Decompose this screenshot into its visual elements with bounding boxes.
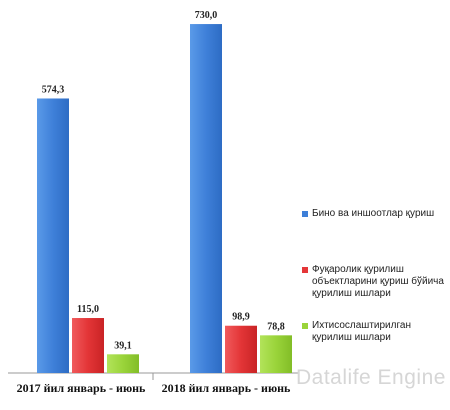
- data-label: 39,1: [114, 340, 132, 351]
- category-label: 2017 йил январь - июнь: [17, 381, 146, 395]
- data-label: 574,3: [42, 84, 65, 95]
- bar: [260, 335, 292, 373]
- bar: [225, 325, 257, 373]
- legend-item: Фуқаролик қурилиш объектларини қуриш бўй…: [302, 264, 448, 300]
- watermark: Datalife Engine: [296, 366, 446, 389]
- bar: [190, 24, 222, 374]
- data-label: 98,9: [232, 312, 250, 323]
- legend-swatch: [302, 211, 308, 217]
- data-label: 78,8: [267, 321, 285, 332]
- legend-label: Ихтисослаштирилган қурилиш ишлари: [312, 320, 411, 343]
- legend-swatch: [302, 267, 308, 273]
- bar: [37, 98, 69, 374]
- legend-item: Бино ва иншоотлар қуриш: [302, 208, 448, 220]
- legend-label: Фуқаролик қурилиш объектларини қуриш бўй…: [312, 264, 444, 299]
- legend-swatch: [302, 323, 308, 329]
- bar: [107, 354, 139, 373]
- legend-item: Ихтисослаштирилган қурилиш ишлари: [302, 320, 448, 344]
- bar: [72, 318, 104, 373]
- data-label: 730,0: [195, 10, 218, 21]
- legend-label: Бино ва иншоотлар қуриш: [312, 208, 435, 219]
- category-label: 2018 йил январь - июнь: [162, 381, 291, 395]
- data-label: 115,0: [77, 304, 99, 315]
